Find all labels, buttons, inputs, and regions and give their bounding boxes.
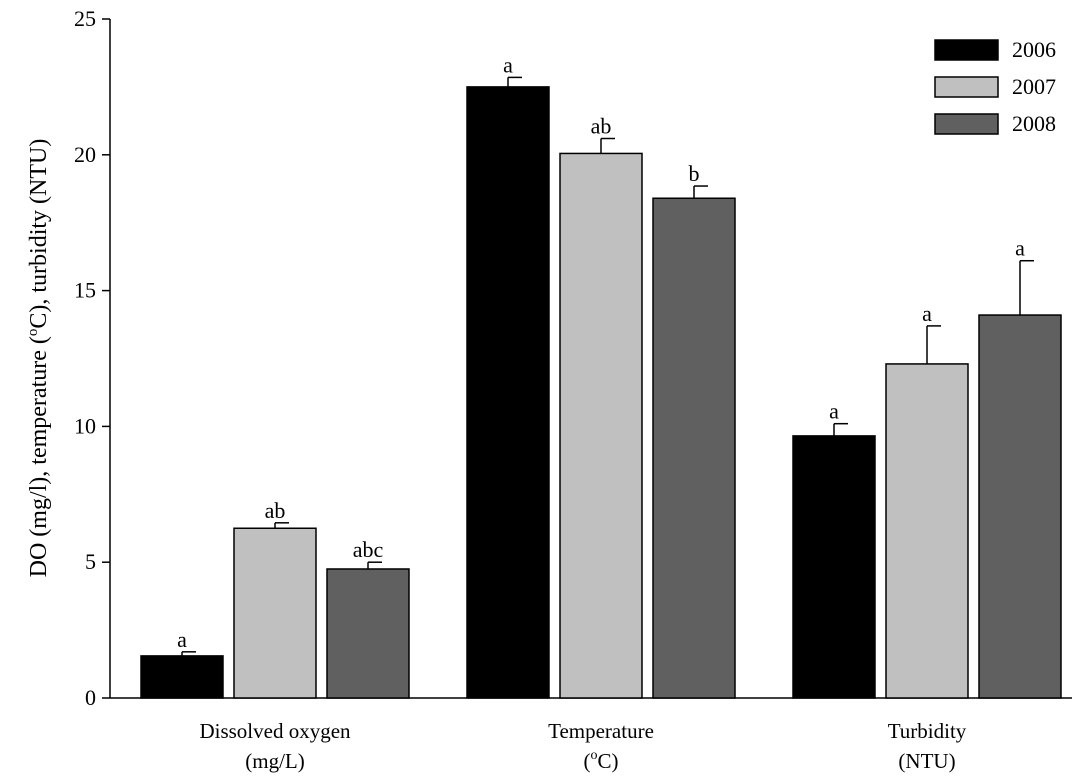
bar: [233, 527, 317, 699]
significance-letter: a: [1015, 236, 1025, 261]
legend-swatch: [934, 39, 999, 61]
bar: [652, 197, 736, 699]
legend-label: 2007: [1012, 74, 1056, 99]
x-category-sublabel: (mg/L): [245, 749, 304, 773]
significance-letter: a: [503, 52, 513, 77]
x-category-sublabel: (oC): [584, 748, 619, 773]
x-category-label: Turbidity: [888, 719, 967, 743]
y-tick-label: 15: [74, 278, 96, 303]
y-tick-label: 20: [74, 142, 96, 167]
bars-group: a a a ab ab a abc b a: [140, 52, 1062, 699]
bar: [885, 363, 969, 699]
bar: [140, 655, 224, 699]
significance-letter: b: [689, 161, 700, 186]
x-category-label: Temperature: [548, 719, 654, 743]
legend-label: 2006: [1012, 37, 1056, 62]
category-labels: Dissolved oxygen (mg/L) Temperature (oC) Tur…: [199, 719, 966, 773]
y-tick-label: 25: [74, 6, 96, 31]
significance-letter: abc: [353, 537, 384, 562]
legend: 2006 2007 2008: [934, 37, 1056, 136]
y-tick-label: 5: [85, 549, 96, 574]
significance-letter: ab: [265, 498, 286, 523]
bar: [978, 314, 1062, 699]
y-tick-label: 0: [85, 685, 96, 710]
significance-letter: a: [829, 399, 839, 424]
bar: [326, 568, 410, 699]
x-category-sublabel: (NTU): [898, 749, 955, 773]
legend-swatch: [934, 113, 999, 135]
bar: [466, 86, 550, 699]
y-tick-label: 10: [74, 413, 96, 438]
bar: [559, 152, 643, 699]
x-category-label: Dissolved oxygen: [199, 719, 351, 743]
significance-letter: ab: [591, 114, 612, 139]
legend-swatch: [934, 76, 999, 98]
bar: [792, 435, 876, 699]
y-axis-label: DO (mg/l), temperature (oC), turbidity (…: [25, 139, 52, 578]
significance-letter: a: [922, 301, 932, 326]
significance-letter: a: [177, 627, 187, 652]
legend-label: 2008: [1012, 111, 1056, 136]
